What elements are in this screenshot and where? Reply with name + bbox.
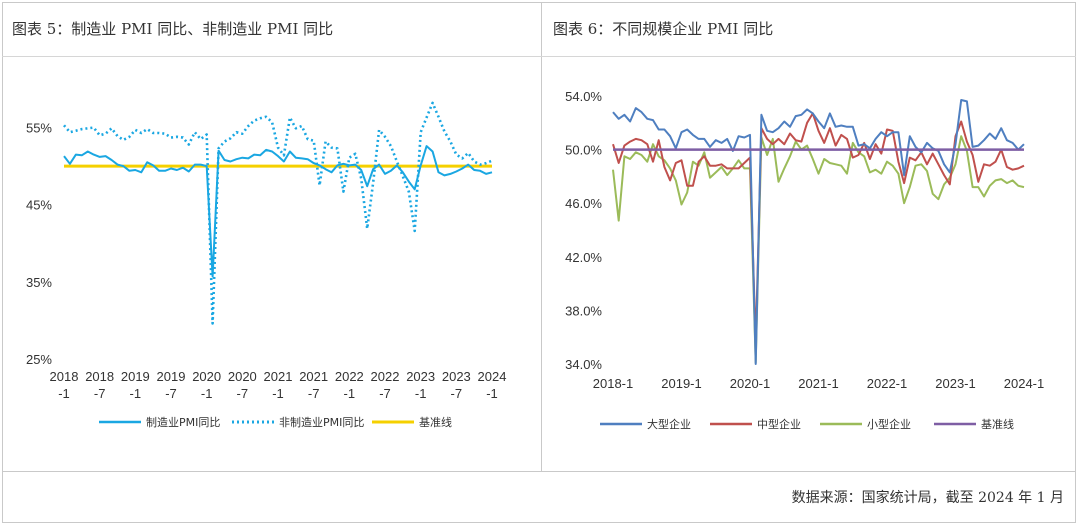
left-y-tick-label: 45% xyxy=(26,198,52,213)
left-y-tick-label: 25% xyxy=(26,352,52,367)
title-divider xyxy=(2,56,1076,57)
left-x-tick-month: -7 xyxy=(237,386,249,401)
left-x-tick-year: 2020 xyxy=(192,369,221,384)
left-x-tick-year: 2021 xyxy=(264,369,293,384)
right-y-tick-label: 34.0% xyxy=(565,357,602,372)
left-x-tick-year: 2023 xyxy=(442,369,471,384)
right-x-tick-label: 2021-1 xyxy=(798,376,838,391)
right-x-tick-label: 2018-1 xyxy=(593,376,633,391)
right-y-tick-label: 42.0% xyxy=(565,250,602,265)
legend-label-medium: 中型企业 xyxy=(757,417,801,431)
left-y-tick-label: 35% xyxy=(26,275,52,290)
left-x-tick-month: -1 xyxy=(415,386,427,401)
left-x-tick-month: -1 xyxy=(272,386,284,401)
right-series-small xyxy=(612,135,1025,364)
left-x-tick-year: 2018 xyxy=(85,369,114,384)
left-x-tick-month: -1 xyxy=(486,386,498,401)
left-x-tick-month: -1 xyxy=(201,386,213,401)
left-chart-title: 图表 5：制造业 PMI 同比、非制造业 PMI 同比 xyxy=(12,20,334,38)
panel-divider xyxy=(541,2,542,471)
left-series-nonmanufacturing-pmi xyxy=(63,101,493,325)
right-series-large xyxy=(612,99,1025,365)
left-series-manufacturing-pmi xyxy=(63,145,493,278)
legend-label-nonmanufacturing: 非制造业PMI同比 xyxy=(279,415,364,429)
left-y-tick-label: 55% xyxy=(26,121,52,136)
right-chart-title: 图表 6：不同规模企业 PMI 同比 xyxy=(553,20,774,38)
left-x-tick-month: -7 xyxy=(308,386,320,401)
left-x-tick-month: -1 xyxy=(130,386,142,401)
left-x-tick-year: 2023 xyxy=(406,369,435,384)
left-x-tick-year: 2022 xyxy=(371,369,400,384)
legend-label-small: 小型企业 xyxy=(867,417,911,431)
right-x-tick-label: 2022-1 xyxy=(867,376,907,391)
right-series-medium xyxy=(612,112,1025,345)
left-x-tick-year: 2024 xyxy=(478,369,507,384)
left-x-tick-month: -7 xyxy=(165,386,177,401)
right-x-tick-label: 2020-1 xyxy=(730,376,770,391)
left-x-tick-year: 2021 xyxy=(299,369,328,384)
left-x-tick-month: -7 xyxy=(94,386,106,401)
left-x-tick-year: 2018 xyxy=(50,369,79,384)
left-x-tick-year: 2022 xyxy=(335,369,364,384)
right-y-tick-label: 46.0% xyxy=(565,196,602,211)
left-x-tick-month: -7 xyxy=(451,386,463,401)
left-x-tick-year: 2019 xyxy=(157,369,186,384)
footer-divider xyxy=(2,471,1076,472)
legend-label-manufacturing: 制造业PMI同比 xyxy=(146,415,220,429)
left-x-tick-year: 2020 xyxy=(228,369,257,384)
legend-label-baseline-left: 基准线 xyxy=(419,415,452,429)
left-x-tick-year: 2019 xyxy=(121,369,150,384)
right-y-tick-label: 38.0% xyxy=(565,303,602,318)
right-x-tick-label: 2023-1 xyxy=(935,376,975,391)
legend-label-large: 大型企业 xyxy=(647,417,691,431)
left-x-tick-month: -7 xyxy=(379,386,391,401)
data-source-note: 数据来源：国家统计局，截至 2024 年 1 月 xyxy=(791,490,1064,506)
left-x-tick-month: -1 xyxy=(344,386,356,401)
right-y-tick-label: 50.0% xyxy=(565,143,602,158)
left-x-tick-month: -1 xyxy=(58,386,70,401)
right-x-tick-label: 2019-1 xyxy=(661,376,701,391)
legend-label-baseline-right: 基准线 xyxy=(981,417,1014,431)
right-y-tick-label: 54.0% xyxy=(565,89,602,104)
right-x-tick-label: 2024-1 xyxy=(1004,376,1044,391)
